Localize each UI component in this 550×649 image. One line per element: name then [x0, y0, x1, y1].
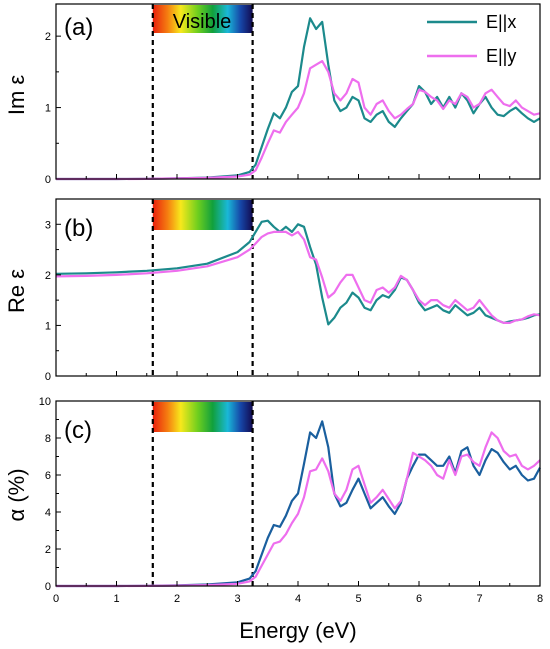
series-line-ex-b	[55, 219, 541, 326]
y-tick-label-b: 1	[45, 320, 51, 332]
visible-spectrum-band-a	[152, 5, 253, 33]
panel-c: 0 1 2 3 4 5 6 7 8 0 2 4 6 8 10 (c) α (%) Energy (eV)	[4, 396, 543, 643]
panel-b-ylabel: Re ε	[4, 269, 29, 313]
series-line-ey-b	[55, 230, 541, 324]
x-tick-label: 1	[113, 593, 119, 605]
y-tick-label-a: 2	[45, 31, 51, 43]
series-line-ey-c	[56, 431, 541, 588]
x-tick-label: 4	[295, 593, 301, 605]
panel-a-label: (a)	[64, 14, 93, 41]
y-tick-label-b: 2	[45, 270, 51, 282]
visible-spectrum-band-c	[152, 402, 253, 432]
y-tick-label-c: 8	[45, 433, 51, 445]
panel-b-label: (b)	[64, 215, 93, 242]
x-tick-label: 3	[234, 593, 240, 605]
series-line-ex-a	[56, 17, 541, 181]
visible-band-label: Visible	[173, 11, 232, 33]
y-tick-label-a: 0	[45, 174, 51, 186]
legend: E||x E||y	[427, 12, 516, 66]
y-tick-label-b: 3	[45, 219, 51, 231]
panel-c-plot-area: 0 1 2 3 4 5 6 7 8 0 2 4 6 8 10	[39, 396, 543, 605]
plot-frame-a	[55, 3, 541, 180]
panel-b: 0 1 2 3 (b) Re ε	[4, 198, 541, 383]
panel-a-ylabel: Im ε	[4, 75, 29, 116]
legend-label-y: E||y	[486, 46, 516, 66]
x-tick-label: 6	[416, 593, 422, 605]
panel-a-plot-area: 0 1 2	[45, 3, 541, 186]
y-tick-label-a: 1	[45, 103, 51, 115]
x-tick-label: 2	[174, 593, 180, 605]
visible-spectrum-band-b	[152, 200, 253, 230]
panel-c-ylabel: α (%)	[4, 468, 29, 521]
y-tick-label-c: 10	[39, 396, 51, 408]
x-axis-title: Energy (eV)	[239, 618, 356, 643]
x-tick-label: 5	[355, 593, 361, 605]
y-tick-label-c: 2	[45, 544, 51, 556]
legend-label-x: E||x	[486, 12, 516, 32]
y-tick-label-c: 6	[45, 470, 51, 482]
x-tick-label: 8	[537, 593, 543, 605]
panel-c-label: (c)	[64, 417, 92, 444]
panel-b-plot-area: 0 1 2 3	[45, 198, 541, 383]
panel-a: 0 1 2 (a) Im ε Visible E||x E||y	[4, 3, 541, 186]
x-tick-label: 0	[53, 593, 59, 605]
y-tick-label-c: 4	[45, 507, 51, 519]
y-tick-label-c: 0	[45, 581, 51, 593]
x-tick-label: 7	[476, 593, 482, 605]
y-tick-label-b: 0	[45, 371, 51, 383]
series-line-ey-a	[56, 60, 541, 181]
series-line-ex-c	[56, 420, 541, 588]
